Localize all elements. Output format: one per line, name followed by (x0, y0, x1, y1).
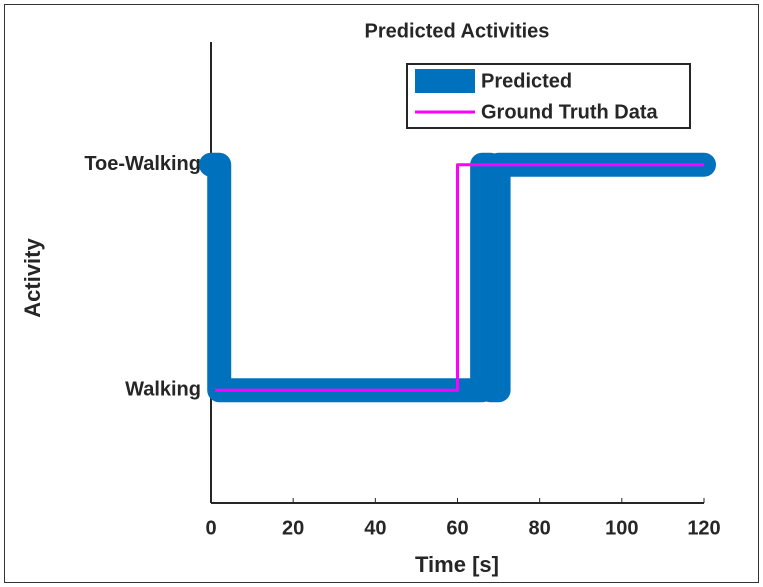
series-line (215, 163, 704, 392)
x-tick-label: 80 (529, 517, 551, 539)
x-tick-label: 0 (205, 517, 216, 539)
x-axis-label: Time [s] (415, 552, 499, 577)
legend-label: Predicted (481, 70, 572, 92)
x-tick-label: 20 (282, 517, 304, 539)
chart-title: Predicted Activities (365, 20, 550, 42)
x-tick-label: 120 (687, 517, 720, 539)
y-tick-label: Walking (125, 379, 201, 401)
x-tick-label: 100 (605, 517, 638, 539)
x-tick-label: 40 (364, 517, 386, 539)
y-tick-label: Toe-Walking (84, 153, 201, 175)
y-axis-label: Activity (20, 238, 45, 318)
x-tick-label: 60 (446, 517, 468, 539)
legend-label: Ground Truth Data (481, 101, 659, 123)
